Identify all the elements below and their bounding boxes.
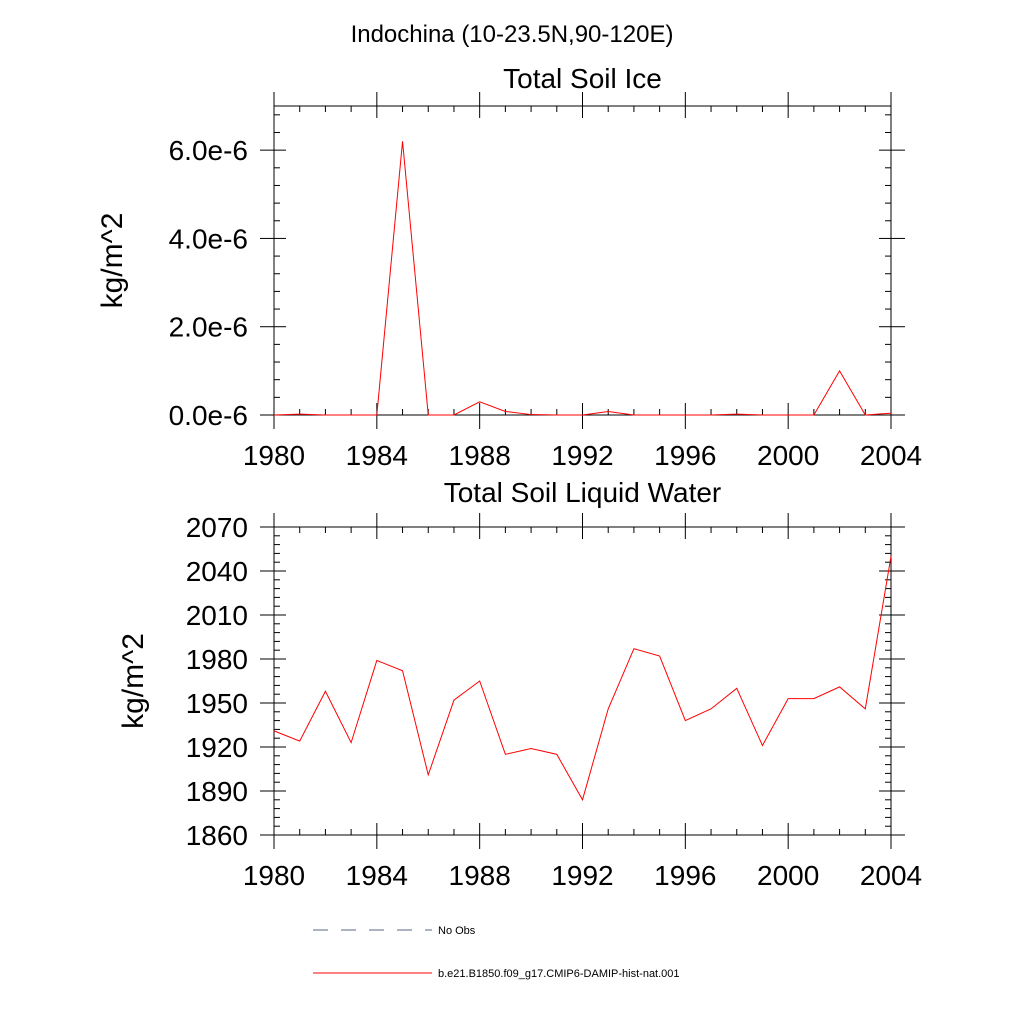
- y-tick-label: 2070: [186, 512, 248, 543]
- figure-title: Indochina (10-23.5N,90-120E): [351, 21, 674, 48]
- x-tick-label: 1984: [346, 440, 408, 471]
- plot-frame: [273, 526, 892, 836]
- x-tick-label: 1980: [243, 440, 305, 471]
- legend: No Obs b.e21.B1850.f09_g17.CMIP6-DAMIP-h…: [313, 925, 680, 980]
- x-tick-label: 1984: [346, 860, 408, 891]
- x-tick-label: 1988: [449, 860, 511, 891]
- y-tick-label: 4.0e-6: [169, 223, 248, 254]
- y-axis-label: kg/m^2: [117, 633, 150, 729]
- y-tick-label: 1980: [186, 644, 248, 675]
- x-tick-label: 1980: [243, 860, 305, 891]
- y-tick-label: 1920: [186, 732, 248, 763]
- panel-title: Total Soil Liquid Water: [444, 477, 722, 508]
- legend-item-hist-nat: b.e21.B1850.f09_g17.CMIP6-DAMIP-hist-nat…: [313, 968, 680, 980]
- plot-frame: [273, 105, 892, 416]
- y-tick-label: 1890: [186, 776, 248, 807]
- legend-label-no-obs: No Obs: [438, 925, 476, 937]
- y-tick-label: 1860: [186, 820, 248, 851]
- y-tick-label: 6.0e-6: [169, 135, 248, 166]
- x-tick-label: 1992: [551, 860, 613, 891]
- series-line: [273, 556, 892, 802]
- x-tick-label: 2004: [860, 440, 922, 471]
- y-axis-label: kg/m^2: [96, 213, 129, 309]
- x-tick-label: 2000: [757, 440, 819, 471]
- y-tick-label: 2.0e-6: [169, 312, 248, 343]
- y-tick-label: 1950: [186, 688, 248, 719]
- x-tick-label: 1996: [654, 440, 716, 471]
- x-tick-label: 2004: [860, 860, 922, 891]
- series-line: [273, 141, 892, 416]
- legend-label-hist-nat: b.e21.B1850.f09_g17.CMIP6-DAMIP-hist-nat…: [438, 968, 680, 980]
- panel-total-soil-liquid-water: Total Soil Liquid Water kg/m^2 1980 1984 198…: [117, 477, 922, 891]
- x-tick-label: 1996: [654, 860, 716, 891]
- y-tick-label: 2040: [186, 556, 248, 587]
- y-tick-label: 2010: [186, 600, 248, 631]
- panel-title: Total Soil Ice: [503, 63, 662, 94]
- y-tick-label: 0.0e-6: [169, 400, 248, 431]
- x-tick-label: 1992: [551, 440, 613, 471]
- legend-item-no-obs: No Obs: [313, 925, 476, 937]
- x-tick-label: 1988: [449, 440, 511, 471]
- x-tick-label: 2000: [757, 860, 819, 891]
- panel-total-soil-ice: Total Soil Ice kg/m^2 1980 1984 1988 1992 1996…: [96, 63, 922, 471]
